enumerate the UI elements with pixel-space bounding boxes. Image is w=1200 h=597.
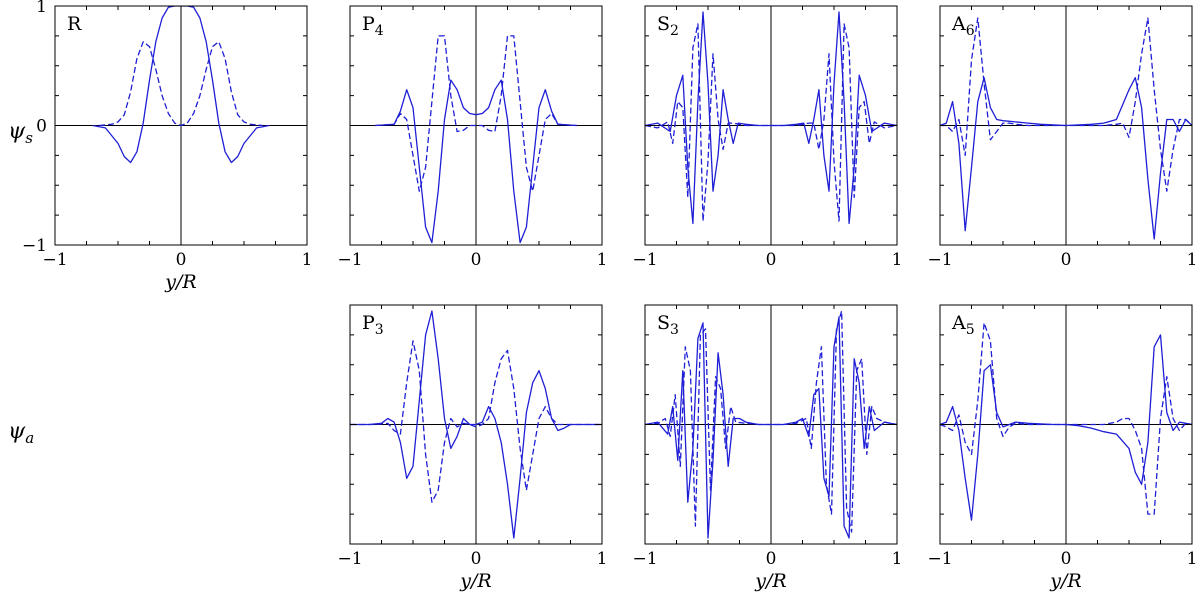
panel-label: P3 bbox=[362, 312, 384, 338]
x-tick-label: −1 bbox=[632, 549, 657, 569]
x-tick-label: 1 bbox=[892, 549, 903, 569]
panel-p3: −1 0 1 P3 y/R bbox=[337, 304, 608, 592]
panel-a5: −1 0 1 A5 y/R bbox=[927, 304, 1198, 592]
y-axis-label-top: ψs bbox=[8, 119, 33, 147]
panel-label: S3 bbox=[657, 312, 679, 338]
x-tick-label: −1 bbox=[42, 250, 67, 270]
x-tick-label: 0 bbox=[766, 549, 777, 569]
y-label-top-subscript: s bbox=[25, 129, 33, 147]
x-tick-label: −1 bbox=[927, 250, 952, 270]
x-tick-label: −1 bbox=[337, 250, 362, 270]
series-dashed-line bbox=[350, 340, 602, 503]
x-tick-label: 0 bbox=[471, 549, 482, 569]
panel-label: A5 bbox=[951, 312, 975, 338]
x-tick-label: 1 bbox=[597, 549, 608, 569]
series-dashed-line bbox=[940, 17, 1192, 192]
panel-r: −1 0 1 −1 0 1 Ry/R bbox=[22, 0, 312, 293]
x-tick-label: 0 bbox=[1061, 549, 1072, 569]
panel-s3: −1 0 1 S3 y/R bbox=[632, 304, 903, 592]
series-dashed-line bbox=[940, 322, 1192, 515]
x-tick-label: 1 bbox=[1187, 250, 1198, 270]
y-tick-label: 0 bbox=[36, 117, 47, 137]
series-solid-line bbox=[92, 6, 270, 164]
y-label-bottom-subscript: a bbox=[25, 429, 34, 447]
x-tick-label: 1 bbox=[302, 250, 313, 270]
x-axis-label: y/R bbox=[164, 271, 196, 293]
svg-text:ψs: ψs bbox=[8, 119, 33, 147]
panel-label: P4 bbox=[362, 13, 384, 39]
y-tick-label: 1 bbox=[36, 0, 47, 17]
x-tick-label: 0 bbox=[176, 250, 187, 270]
x-tick-label: 1 bbox=[892, 250, 903, 270]
series-dashed-line bbox=[99, 41, 263, 127]
x-axis-label: y/R bbox=[1049, 570, 1081, 592]
x-tick-label: 0 bbox=[471, 250, 482, 270]
series-solid-line bbox=[350, 310, 602, 539]
x-tick-label: 1 bbox=[597, 250, 608, 270]
series-dashed-line bbox=[375, 35, 577, 192]
panel-label: A6 bbox=[951, 13, 975, 39]
x-tick-label: 0 bbox=[766, 250, 777, 270]
x-axis-label: y/R bbox=[459, 570, 491, 592]
x-tick-label: −1 bbox=[632, 250, 657, 270]
panel-a6: −1 0 1 A6 bbox=[927, 5, 1198, 270]
x-tick-label: −1 bbox=[337, 549, 362, 569]
svg-text:ψa: ψa bbox=[8, 419, 34, 447]
series-dashed-line bbox=[645, 23, 897, 222]
panel-label: S2 bbox=[657, 13, 679, 39]
series-solid-line bbox=[375, 79, 577, 244]
y-tick-label: −1 bbox=[22, 236, 47, 256]
y-axis-label-bottom: ψa bbox=[8, 419, 34, 447]
series-dashed-line bbox=[645, 310, 897, 533]
panel-p4: −1 0 1 P4 bbox=[337, 5, 608, 270]
panel-s2: −1 0 1 S2 bbox=[632, 5, 903, 270]
x-tick-label: 0 bbox=[1061, 250, 1072, 270]
x-tick-label: −1 bbox=[927, 549, 952, 569]
panel-label: R bbox=[67, 13, 82, 35]
x-axis-label: y/R bbox=[754, 570, 786, 592]
y-label-bottom-psi: ψ bbox=[8, 419, 26, 444]
y-label-top-psi: ψ bbox=[8, 119, 26, 144]
x-tick-label: 1 bbox=[1187, 549, 1198, 569]
